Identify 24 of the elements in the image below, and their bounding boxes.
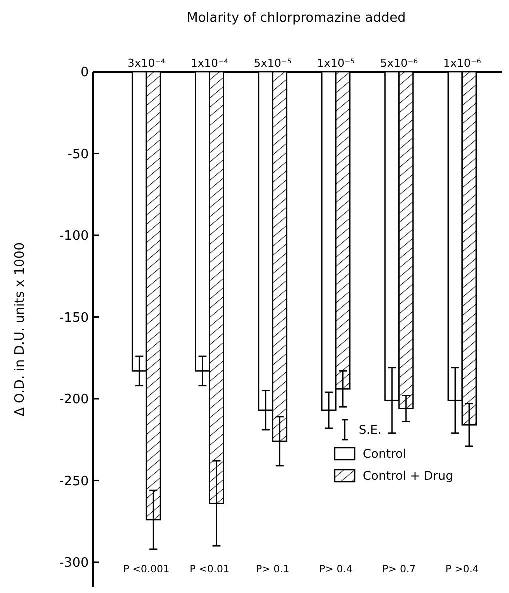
x-tick-label: 1x10⁻⁵ <box>317 57 355 70</box>
y-axis-title: Δ O.D. in D.U. units x 1000 <box>13 242 28 417</box>
y-tick-label: -200 <box>59 392 89 408</box>
legend-label: Control + Drug <box>363 469 454 484</box>
y-tick-label: -100 <box>59 229 89 244</box>
legend-label: Control <box>363 447 406 462</box>
y-tick-label: 0 <box>80 66 89 81</box>
annotation: P> 0.1 <box>256 564 290 576</box>
y-tick-label: -150 <box>59 310 89 326</box>
annotation: P> 0.4 <box>319 564 353 576</box>
x-tick-label: 1x10⁻⁶ <box>444 57 482 70</box>
y-tick-label: -300 <box>59 556 89 572</box>
annotation: P >0.4 <box>446 564 480 576</box>
annotation: P> 0.7 <box>382 564 416 576</box>
x-tick-label: 3x10⁻⁴ <box>128 57 166 70</box>
x-tick-label: 1x10⁻⁴ <box>190 57 230 70</box>
annotation: P <0.001 <box>123 564 170 576</box>
legend-title: S.E. <box>359 423 382 437</box>
y-tick-label: -250 <box>59 474 89 490</box>
annotation: P <0.01 <box>190 564 230 576</box>
x-tick-label: 5x10⁻⁶ <box>380 57 419 70</box>
y-tick-label: -50 <box>68 147 89 162</box>
x-tick-label: 5x10⁻⁵ <box>254 57 292 70</box>
chart-title: Molarity of chlorpromazine added <box>186 11 406 26</box>
